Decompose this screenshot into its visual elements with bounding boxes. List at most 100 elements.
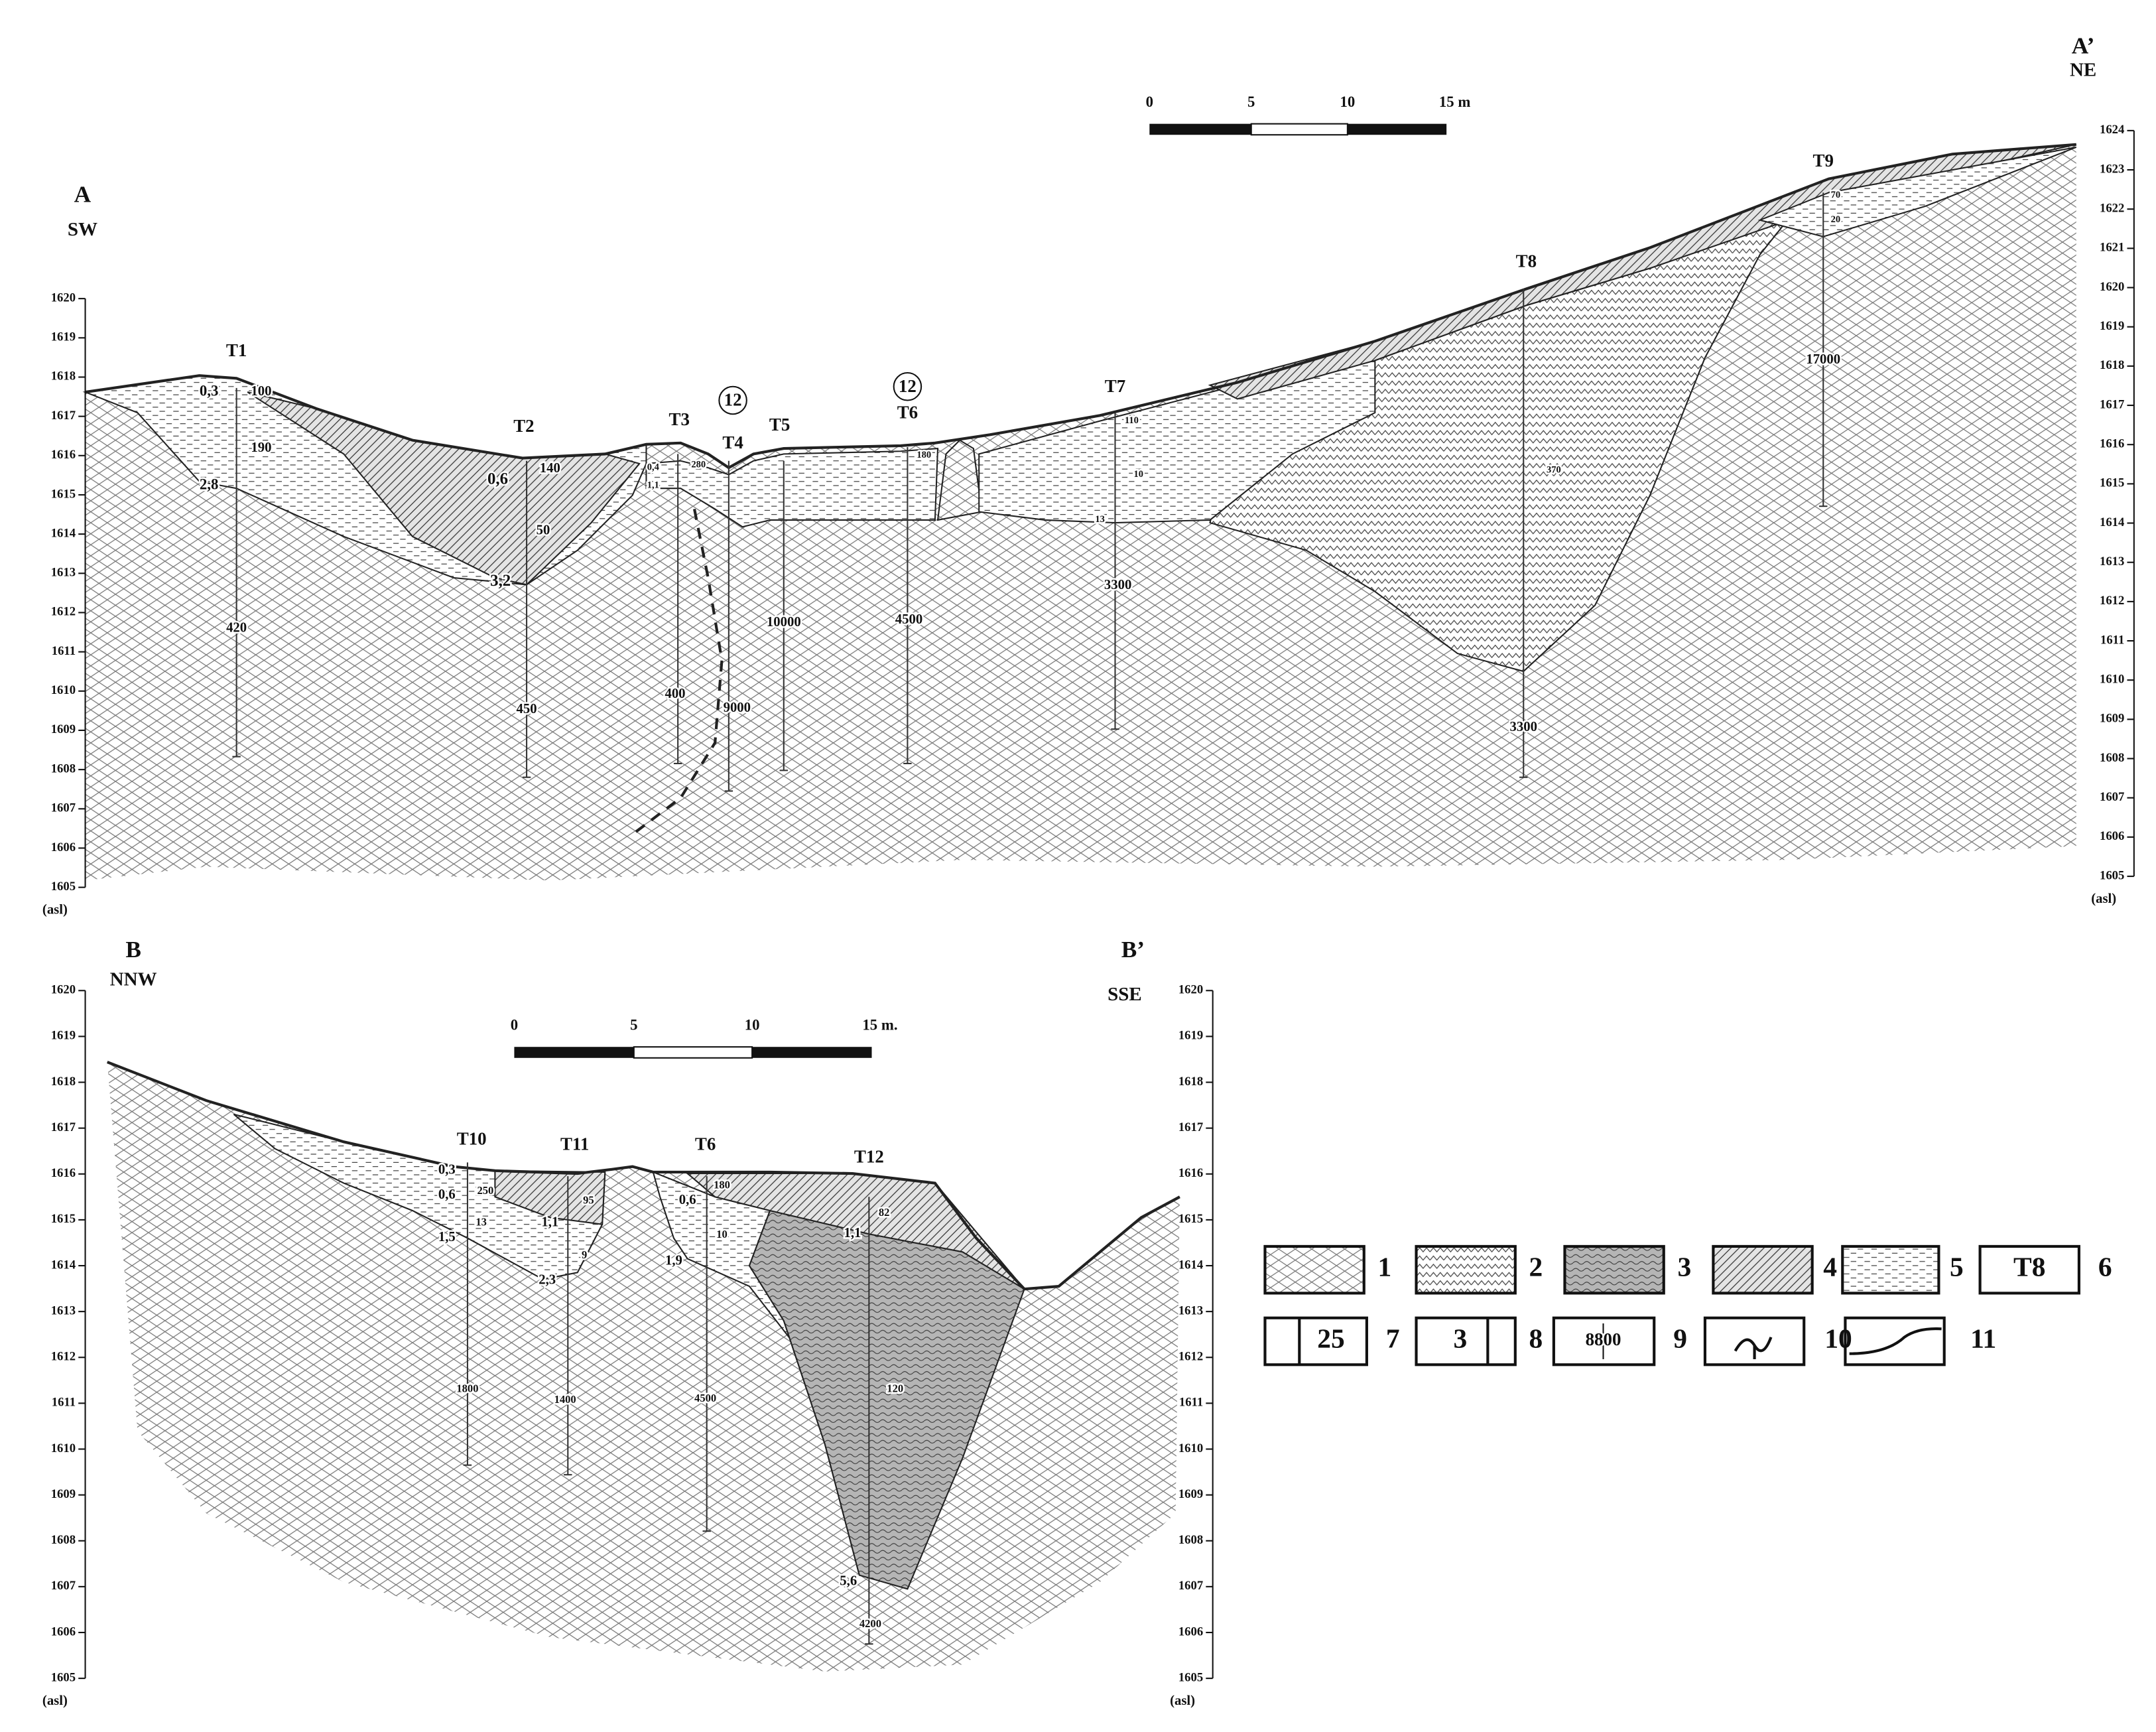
- tick-label: 1611: [52, 1396, 76, 1410]
- trench-label: T7: [1105, 376, 1125, 396]
- tick-label: 1616: [51, 1166, 76, 1180]
- tick-label: 1608: [51, 762, 76, 775]
- tick-label: 1611: [2100, 633, 2124, 647]
- tick-label: 1609: [1178, 1487, 1203, 1501]
- legend-symbol: [1849, 1327, 1942, 1355]
- tick-label: 1609: [51, 722, 76, 736]
- tick-label: 1607: [51, 1579, 76, 1593]
- trench-note: 82: [879, 1206, 890, 1219]
- tick-label: 1623: [2100, 162, 2124, 176]
- section-label: B’: [1121, 937, 1145, 963]
- axis-unit: (asl): [2091, 892, 2116, 906]
- trench-note: 0,3: [438, 1163, 456, 1177]
- tick-label: 1611: [52, 644, 76, 658]
- trench-note: 13: [476, 1215, 487, 1228]
- trench-note: 190: [251, 440, 271, 455]
- tick-label: 1616: [2100, 436, 2124, 450]
- legend-number: 1: [1377, 1252, 1391, 1282]
- trench-note: 0,6: [679, 1193, 696, 1207]
- tick-label: 1606: [51, 840, 76, 854]
- trench-marker-circle: [718, 385, 747, 415]
- trench-label: T2: [513, 416, 534, 436]
- scale-bar-label: 15 m: [1439, 94, 1470, 110]
- trench-note: 1800: [456, 1382, 478, 1394]
- direction-label: NNW: [110, 968, 157, 990]
- trench-note: 95: [583, 1193, 594, 1206]
- legend-number: 10: [1824, 1323, 1852, 1354]
- trench-note: 5,6: [840, 1574, 857, 1589]
- tick-label: 1610: [51, 1441, 76, 1455]
- tick-label: 1614: [51, 1258, 76, 1272]
- trench-note: 50: [537, 523, 550, 537]
- legend-symbol-text: T8: [2013, 1252, 2045, 1282]
- scale-bar-label: 10: [1340, 94, 1355, 110]
- trench-marker: 12: [899, 376, 917, 396]
- tick-label: 1617: [51, 409, 76, 423]
- trench-label: T6: [695, 1134, 716, 1154]
- scale-bar-segment: [1149, 123, 1251, 135]
- trench-note: 0,4: [647, 462, 659, 472]
- trench-label: T12: [854, 1146, 884, 1166]
- trench-note: 0,6: [487, 470, 508, 488]
- tick-label: 1614: [51, 526, 76, 540]
- trench-note: 180: [714, 1178, 730, 1191]
- tick-label: 1618: [51, 369, 76, 383]
- trench-note: 1,5: [438, 1230, 456, 1244]
- tick-label: 1605: [51, 880, 76, 894]
- legend-boxes: [1263, 1244, 2080, 1366]
- trench-marker-circle: [893, 371, 922, 401]
- scale-bar-label: 5: [630, 1016, 637, 1033]
- trench-note: 4500: [895, 612, 922, 627]
- trench-note: 17000: [1806, 352, 1840, 367]
- section-label: B: [125, 937, 141, 963]
- tick-label: 1617: [51, 1120, 76, 1134]
- tick-label: 1606: [51, 1625, 76, 1638]
- tick-label: 1613: [51, 566, 76, 580]
- axis-unit: (asl): [1170, 1694, 1195, 1708]
- trench-label: T4: [722, 433, 743, 452]
- trench-note: 370: [1547, 465, 1561, 476]
- tick-label: 1620: [51, 291, 76, 304]
- scale-bar-segment: [1250, 123, 1348, 136]
- trench-note: 13: [1095, 514, 1104, 525]
- tick-label: 1610: [1178, 1441, 1203, 1455]
- tick-label: 1619: [51, 330, 76, 344]
- tick-label: 1624: [2100, 123, 2124, 137]
- trench-note: 4500: [694, 1392, 716, 1404]
- tick-label: 1622: [2100, 201, 2124, 215]
- trench-note: 3,2: [490, 572, 511, 590]
- trench-note: 1,1: [844, 1226, 861, 1240]
- scale-bar-segment: [514, 1047, 634, 1058]
- tick-label: 1615: [2100, 476, 2124, 490]
- trench-label: T11: [560, 1134, 589, 1154]
- trench-note: 1,1: [541, 1215, 558, 1229]
- trench-note: 3300: [1104, 578, 1131, 592]
- fault: [634, 508, 724, 834]
- trench-note: 420: [226, 621, 247, 635]
- trench-label: T1: [226, 340, 247, 360]
- trench-note: 400: [665, 687, 685, 701]
- tick-label: 1611: [1179, 1396, 1203, 1410]
- legend-number: 6: [2098, 1252, 2112, 1282]
- tick-label: 1616: [1178, 1166, 1203, 1180]
- trench-note: 4200: [859, 1617, 881, 1630]
- legend-symbol-text: 3: [1454, 1323, 1468, 1354]
- layer-5-a4: [1757, 146, 2077, 237]
- trench-note: 1,1: [647, 480, 659, 490]
- tick-label: 1607: [51, 801, 76, 815]
- legend-symbol-text: 8800: [1586, 1329, 1621, 1349]
- ground-surface-a: [85, 143, 2076, 470]
- direction-label: SW: [68, 219, 97, 240]
- scale-bar-segment: [633, 1046, 753, 1059]
- trench-note: 180: [917, 450, 931, 460]
- legend-number: 8: [1529, 1323, 1543, 1354]
- tick-label: 1620: [2100, 280, 2124, 294]
- legend-box: [1978, 1244, 2080, 1295]
- tick-label: 1621: [2100, 241, 2124, 255]
- tick-label: 1616: [51, 448, 76, 462]
- axis-unit: (asl): [42, 903, 68, 917]
- ground-surface-b: [106, 1061, 1180, 1291]
- trench-note: 10: [716, 1228, 728, 1240]
- tick-label: 1620: [1178, 983, 1203, 997]
